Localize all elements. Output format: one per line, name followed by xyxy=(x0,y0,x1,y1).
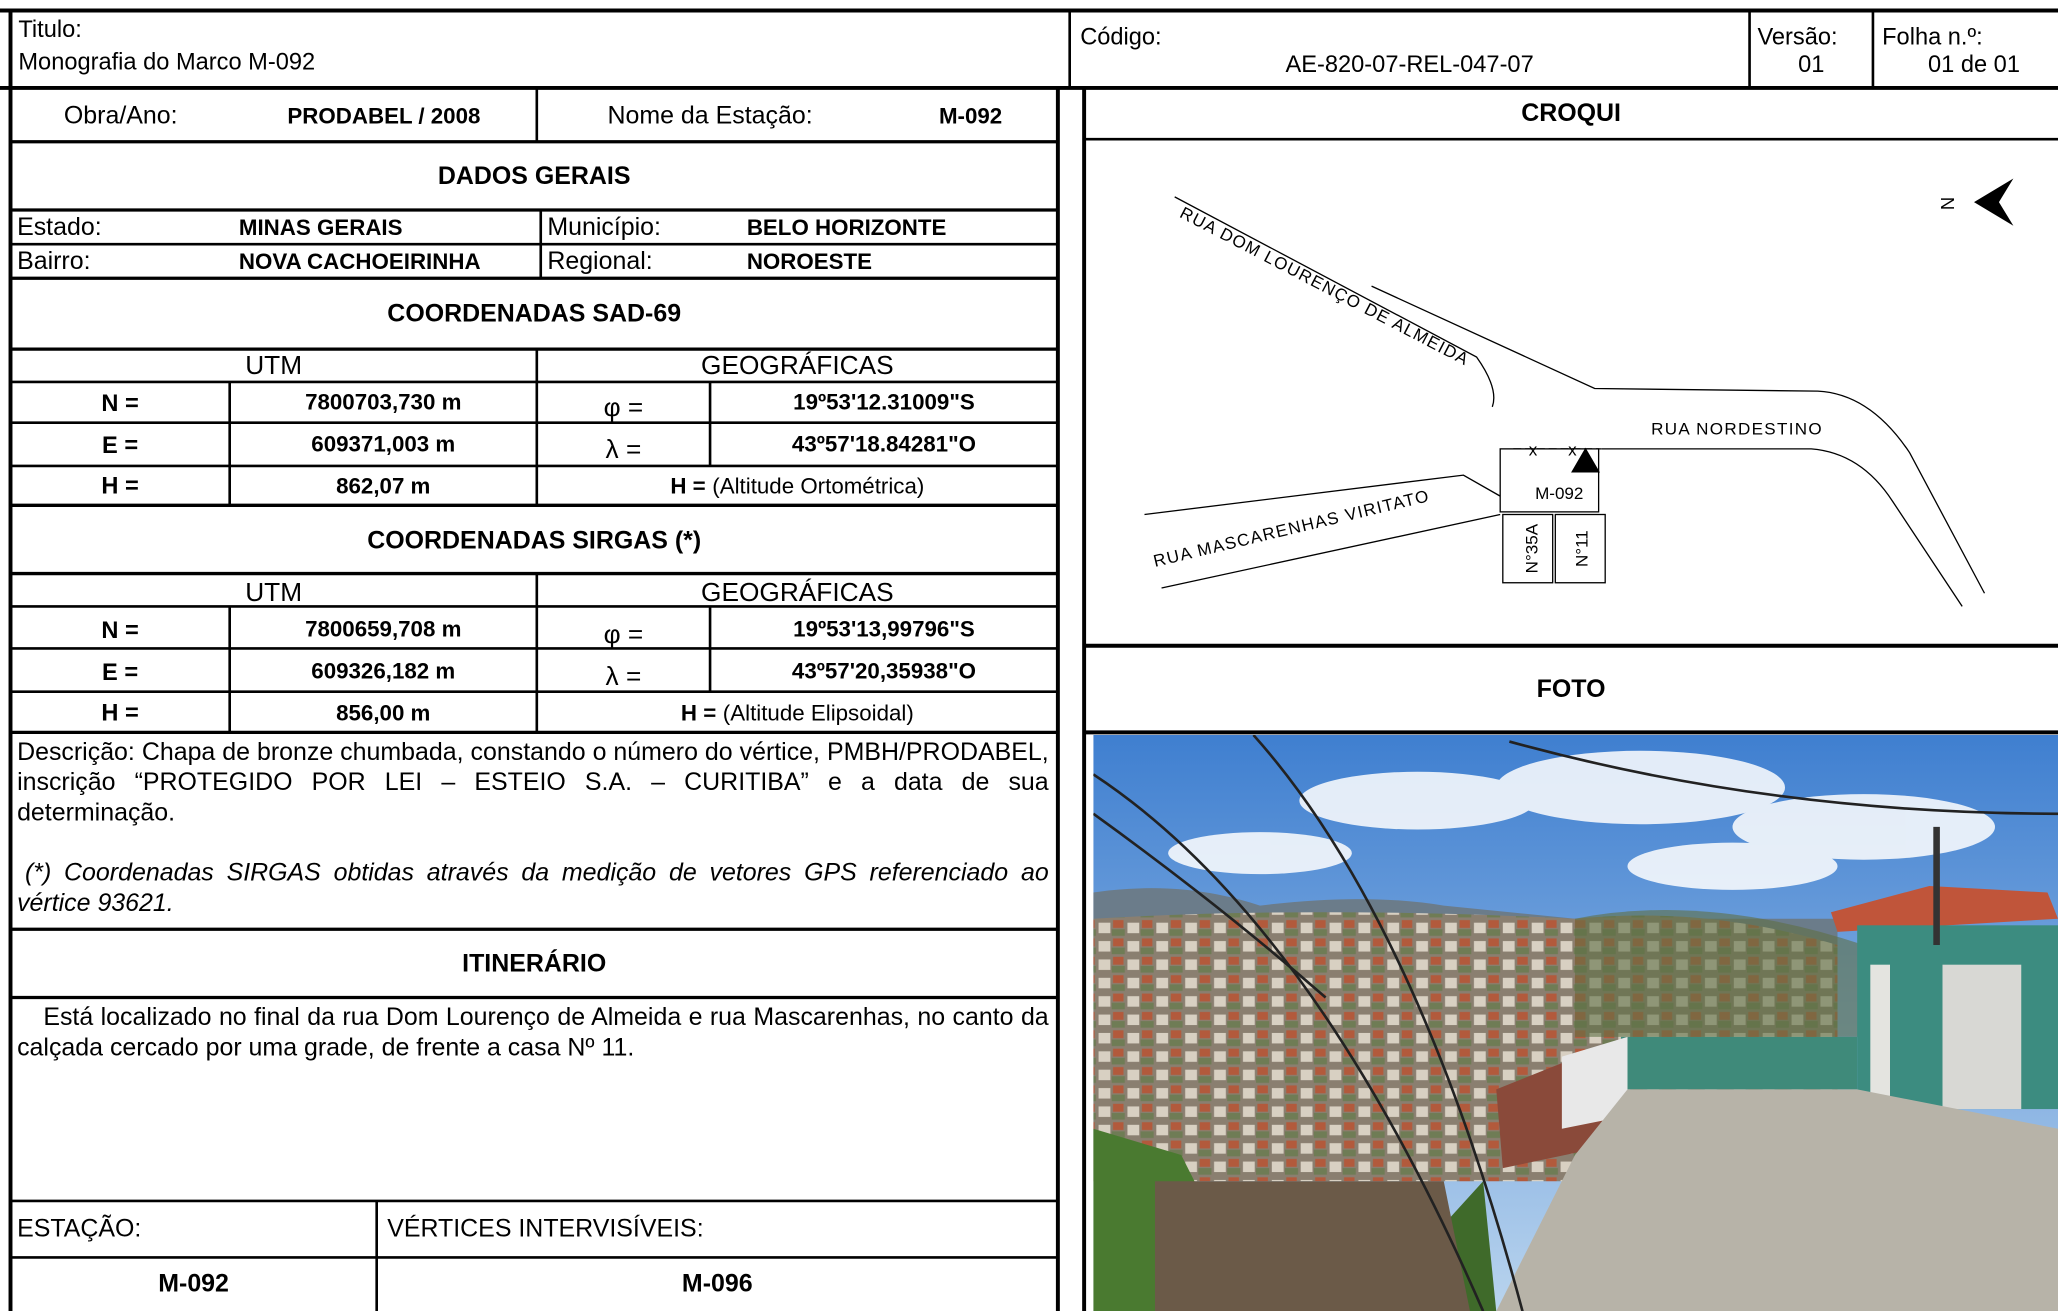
coord-value: 609371,003 m xyxy=(311,431,456,457)
street-label: RUA MASCARENHAS VIRITATO xyxy=(1151,486,1431,571)
subheader: UTM xyxy=(245,578,303,608)
sheet-label: Folha n.º: xyxy=(1882,23,1983,50)
height-note: H = (Altitude Ortométrica) xyxy=(537,466,1058,505)
intervisible-label: VÉRTICES INTERVISÍVEIS: xyxy=(387,1215,704,1243)
description-note: (*) Coordenadas SIRGAS obtidas através d… xyxy=(17,859,1049,918)
coord-value: 856,00 m xyxy=(336,700,431,726)
coord-axis: H = xyxy=(101,472,139,499)
subheader: GEOGRÁFICAS xyxy=(701,578,894,608)
section-title: ITINERÁRIO xyxy=(462,949,607,978)
obra: PRODABEL / 2008 xyxy=(287,103,481,128)
fence-mark: x xyxy=(1568,440,1577,459)
cell: Regional: xyxy=(547,247,653,275)
station-name: M-092 xyxy=(938,103,1003,128)
coord-axis: N = xyxy=(101,616,139,643)
marker-label: M-092 xyxy=(1535,484,1583,503)
station: M-092 xyxy=(158,1270,229,1299)
fence-mark: x xyxy=(1529,440,1538,459)
coord-symbol: λ = xyxy=(605,662,642,692)
cell: Estado: xyxy=(17,213,102,241)
sheet: 01 de 01 xyxy=(1928,51,2020,78)
height-type: (Altitude Elipsoidal) xyxy=(722,700,914,726)
coord-symbol: λ = xyxy=(605,435,642,464)
cell: NOVA CACHOEIRINHA xyxy=(238,248,481,274)
north-label: N xyxy=(1937,197,1958,210)
obra-label: Obra/Ano: xyxy=(63,101,178,130)
house-label: N°35A xyxy=(1523,523,1542,573)
coord-axis: E = xyxy=(102,431,139,458)
code: AE-820-07-REL-047-07 xyxy=(1285,51,1534,78)
site-photo xyxy=(1093,735,2058,1311)
description: Descrição: Chapa de bronze chumbada, con… xyxy=(17,738,1049,827)
street-label: RUA DOM LOURENÇO DE ALMEIDA xyxy=(1177,203,1473,369)
coord-value: 19º53'13,99796"S xyxy=(793,616,975,642)
coord-axis: E = xyxy=(102,658,139,685)
coord-value: 862,07 m xyxy=(336,473,431,499)
coord-value: 609326,182 m xyxy=(311,658,456,684)
station-name-label: Nome da Estação: xyxy=(607,101,813,130)
coord-symbol: φ = xyxy=(603,393,644,422)
version: 01 xyxy=(1798,51,1825,78)
title-label: Titulo: xyxy=(18,15,82,42)
cell: BELO HORIZONTE xyxy=(746,214,947,240)
coord-axis: H = xyxy=(101,699,139,726)
height-symbol: H = xyxy=(670,473,706,499)
coord-value: 19º53'12.31009"S xyxy=(793,389,975,415)
coord-symbol: φ = xyxy=(603,620,644,650)
station-label: ESTAÇÃO: xyxy=(17,1215,142,1243)
code-label: Código: xyxy=(1080,23,1162,50)
coord-value: 43º57'20,35938"O xyxy=(791,658,977,684)
subheader: UTM xyxy=(245,351,303,380)
section-title: COORDENADAS SAD-69 xyxy=(387,299,682,328)
section-title: FOTO xyxy=(1536,675,1606,703)
house-label: N°11 xyxy=(1572,530,1591,567)
coord-value: 43º57'18.84281"O xyxy=(791,431,977,457)
subheader: GEOGRÁFICAS xyxy=(701,351,894,380)
cell: MINAS GERAIS xyxy=(238,214,403,240)
height-symbol: H = xyxy=(680,700,717,726)
itinerary-text: Está localizado no final da rua Dom Lour… xyxy=(17,1004,1049,1062)
height-note: H = (Altitude Elipsoidal) xyxy=(537,693,1058,732)
cell: NOROESTE xyxy=(746,248,873,274)
cell: Bairro: xyxy=(17,247,91,275)
coord-axis: N = xyxy=(101,389,139,416)
intervisible: M-096 xyxy=(681,1270,753,1299)
version-label: Versão: xyxy=(1757,23,1838,50)
section-title: DADOS GERAIS xyxy=(437,162,631,190)
cell: Município: xyxy=(547,213,661,241)
coord-value: 7800703,730 m xyxy=(305,389,462,415)
title: Monografia do Marco M-092 xyxy=(18,48,316,75)
sketch: x x N RUA DOM LOURENÇO DE ALMEIDA RUA NO… xyxy=(1144,178,2014,607)
coord-value: 7800659,708 m xyxy=(305,616,462,642)
height-type: (Altitude Ortométrica) xyxy=(712,473,925,499)
section-title: COORDENADAS SIRGAS (*) xyxy=(367,526,702,555)
street-label: RUA NORDESTINO xyxy=(1651,419,1823,438)
section-title: CROQUI xyxy=(1521,99,1621,128)
